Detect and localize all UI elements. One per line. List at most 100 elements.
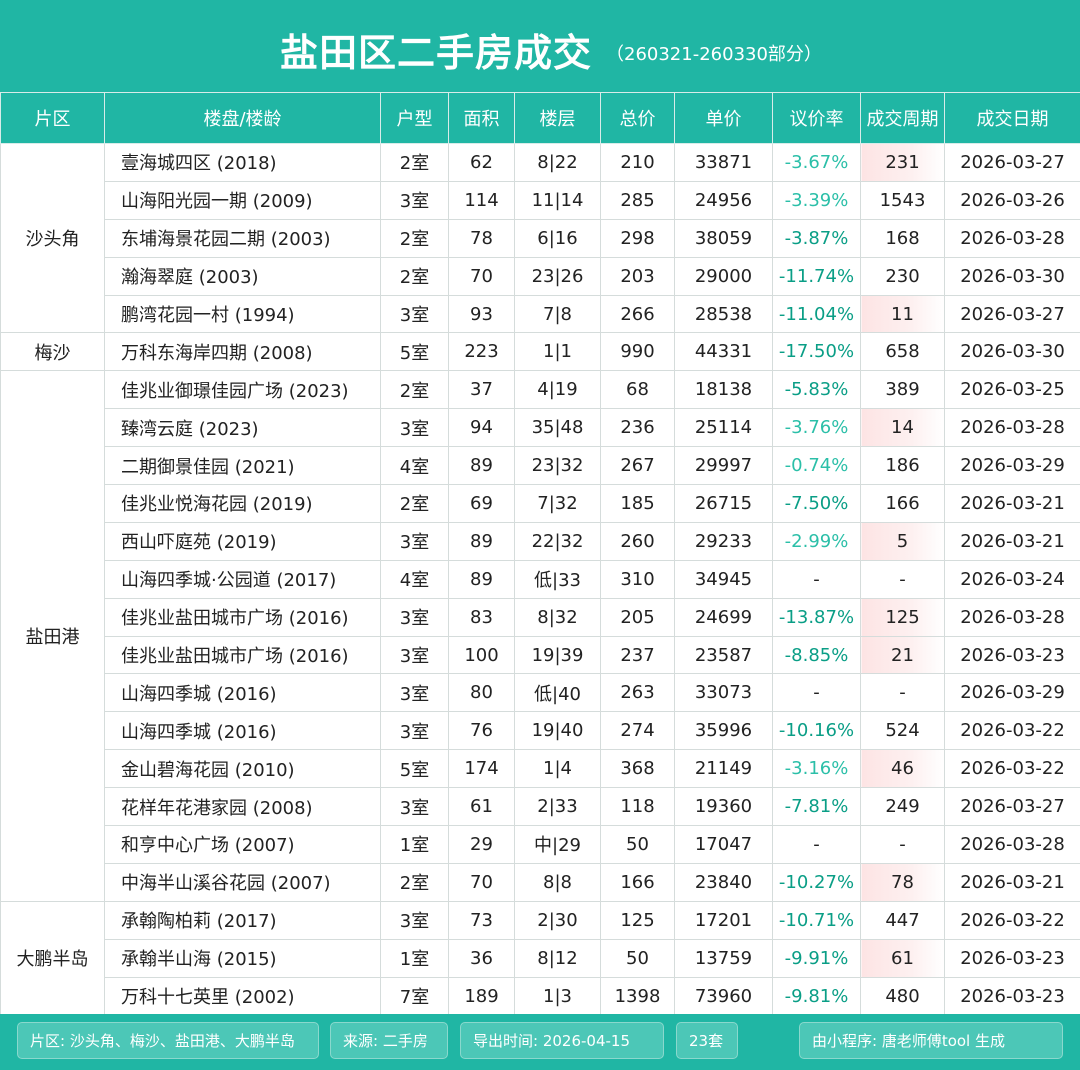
layout-cell: 2室 — [380, 862, 449, 902]
property-name-cell: 二期御景佳园 (2021) — [104, 446, 381, 486]
col-header-unit-price[interactable]: 单价 — [674, 92, 773, 144]
unit-price-cell: 17047 — [674, 825, 773, 864]
col-header-total-price[interactable]: 总价 — [600, 92, 675, 144]
deal-cycle-cell: 480 — [860, 976, 945, 1016]
layout-cell: 3室 — [380, 711, 449, 751]
table-row: 沙头角 壹海城四区 (2018) 2室 62 8|22 210 33871 -3.67% 231… — [0, 142, 1080, 334]
table-row: 山海四季城 (2016) 3室 80 低|40 263 33073- -2026-03-29 — [1, 673, 1080, 713]
deal-date-cell: 2026-03-23 — [944, 938, 1080, 978]
total-price-cell: 68 — [600, 370, 675, 410]
table-row: 和亨中心广场 (2007) 1室 29 中|29 50 17047- -2026-03-28 — [1, 825, 1080, 864]
total-price-cell: 185 — [600, 484, 675, 523]
layout-cell: 3室 — [380, 521, 449, 561]
total-price-cell: 310 — [600, 559, 675, 599]
discount-rate-cell: -3.39% — [772, 180, 861, 220]
deal-date-cell: 2026-03-27 — [944, 294, 1080, 334]
unit-price-cell: 29997 — [674, 446, 773, 486]
area-cell: 223 — [448, 332, 515, 372]
unit-price-cell: 73960 — [674, 976, 773, 1016]
property-name-cell: 瀚海翠庭 (2003) — [104, 256, 381, 296]
deal-cycle-cell: - — [860, 673, 945, 713]
discount-rate-cell: -13.87% — [772, 597, 861, 637]
layout-cell: 4室 — [380, 559, 449, 599]
area-cell: 100 — [448, 635, 515, 675]
col-header-layout[interactable]: 户型 — [380, 92, 449, 144]
layout-cell: 2室 — [380, 218, 449, 258]
table-row: 中海半山溪谷花园 (2007) 2室 70 8|8 166 23840 -10.27% 78 2… — [1, 862, 1080, 902]
area-cell: 29 — [448, 825, 515, 864]
col-header-deal-date[interactable]: 成交日期 — [944, 92, 1080, 144]
footer-generator-chip: 由小程序: 唐老师傅tool 生成 — [799, 1022, 1063, 1059]
floor-cell: 7|8 — [514, 294, 601, 334]
layout-cell: 1室 — [380, 825, 449, 864]
district-cell: 沙头角 — [0, 142, 105, 334]
col-header-district[interactable]: 片区 — [0, 92, 105, 144]
discount-rate-cell: -5.83% — [772, 370, 861, 410]
deal-date-cell: 2026-03-30 — [944, 332, 1080, 372]
col-header-floor[interactable]: 楼层 — [514, 92, 601, 144]
deal-date-cell: 2026-03-28 — [944, 408, 1080, 448]
area-cell: 189 — [448, 976, 515, 1016]
discount-rate-cell: -7.81% — [772, 787, 861, 827]
property-name-cell: 西山吓庭苑 (2019) — [104, 521, 381, 561]
property-name-cell: 佳兆业盐田城市广场 (2016) — [104, 635, 381, 675]
area-cell: 37 — [448, 370, 515, 410]
deal-cycle-cell: 14 — [860, 408, 945, 448]
unit-price-cell: 44331 — [674, 332, 773, 372]
property-name-cell: 鹏湾花园一村 (1994) — [104, 294, 381, 334]
area-cell: 61 — [448, 787, 515, 827]
unit-price-cell: 23587 — [674, 635, 773, 675]
floor-cell: 低|40 — [514, 673, 601, 713]
discount-rate-cell: - — [772, 825, 861, 864]
total-price-cell: 263 — [600, 673, 675, 713]
table-row: 佳兆业盐田城市广场 (2016) 3室 100 19|39 237 23587 -8.85%… — [1, 635, 1080, 675]
area-cell: 93 — [448, 294, 515, 334]
total-price-cell: 205 — [600, 597, 675, 637]
deal-cycle-cell: 524 — [860, 711, 945, 751]
deal-date-cell: 2026-03-29 — [944, 446, 1080, 486]
area-cell: 78 — [448, 218, 515, 258]
deal-cycle-cell: 46 — [860, 749, 945, 789]
table-row: 西山吓庭苑 (2019) 3室 89 22|32 260 29233 -2.99% 5 2026… — [1, 521, 1080, 561]
floor-cell: 8|8 — [514, 862, 601, 902]
total-price-cell: 50 — [600, 938, 675, 978]
deal-cycle-cell: - — [860, 825, 945, 864]
total-price-cell: 210 — [600, 143, 675, 182]
floor-cell: 35|48 — [514, 408, 601, 448]
table-body: 沙头角 壹海城四区 (2018) 2室 62 8|22 210 33871 -3.67% 231… — [0, 142, 1080, 1016]
table-header-row: 片区 楼盘/楼龄 户型 面积 楼层 总价 单价 议价率 成交周期 成交日期 — [0, 92, 1080, 144]
unit-price-cell: 23840 — [674, 862, 773, 902]
layout-cell: 2室 — [380, 370, 449, 410]
floor-cell: 8|32 — [514, 597, 601, 637]
layout-cell: 2室 — [380, 143, 449, 182]
total-price-cell: 368 — [600, 749, 675, 789]
layout-cell: 3室 — [380, 294, 449, 334]
floor-cell: 7|32 — [514, 484, 601, 523]
deal-date-cell: 2026-03-27 — [944, 143, 1080, 182]
col-header-deal-cycle[interactable]: 成交周期 — [860, 92, 945, 144]
table-row: 承翰半山海 (2015) 1室 36 8|12 50 13759 -9.91% 61 2026-… — [1, 938, 1080, 978]
total-price-cell: 990 — [600, 332, 675, 372]
deal-cycle-cell: 168 — [860, 218, 945, 258]
property-name-cell: 中海半山溪谷花园 (2007) — [104, 862, 381, 902]
table-row: 万科十七英里 (2002) 7室 189 1|3 1398 73960 -9.81% 480 2… — [1, 976, 1080, 1016]
col-header-discount-rate[interactable]: 议价率 — [772, 92, 861, 144]
layout-cell: 3室 — [380, 900, 449, 940]
col-header-area[interactable]: 面积 — [448, 92, 515, 144]
table-row: 山海四季城 (2016) 3室 76 19|40 274 35996 -10.16% 524 2… — [1, 711, 1080, 751]
deal-cycle-cell: 125 — [860, 597, 945, 637]
unit-price-cell: 19360 — [674, 787, 773, 827]
table-row: 大鹏半岛 承翰陶柏莉 (2017) 3室 73 2|30 125 17201 -10.71% 4… — [0, 900, 1080, 1016]
discount-rate-cell: -11.04% — [772, 294, 861, 334]
discount-rate-cell: -3.67% — [772, 143, 861, 182]
col-header-property[interactable]: 楼盘/楼龄 — [104, 92, 381, 144]
total-price-cell: 203 — [600, 256, 675, 296]
deal-cycle-cell: 186 — [860, 446, 945, 486]
discount-rate-cell: -10.27% — [772, 862, 861, 902]
unit-price-cell: 24956 — [674, 180, 773, 220]
total-price-cell: 237 — [600, 635, 675, 675]
layout-cell: 3室 — [380, 180, 449, 220]
property-name-cell: 佳兆业御璟佳园广场 (2023) — [104, 370, 381, 410]
deal-date-cell: 2026-03-28 — [944, 597, 1080, 637]
floor-cell: 23|26 — [514, 256, 601, 296]
